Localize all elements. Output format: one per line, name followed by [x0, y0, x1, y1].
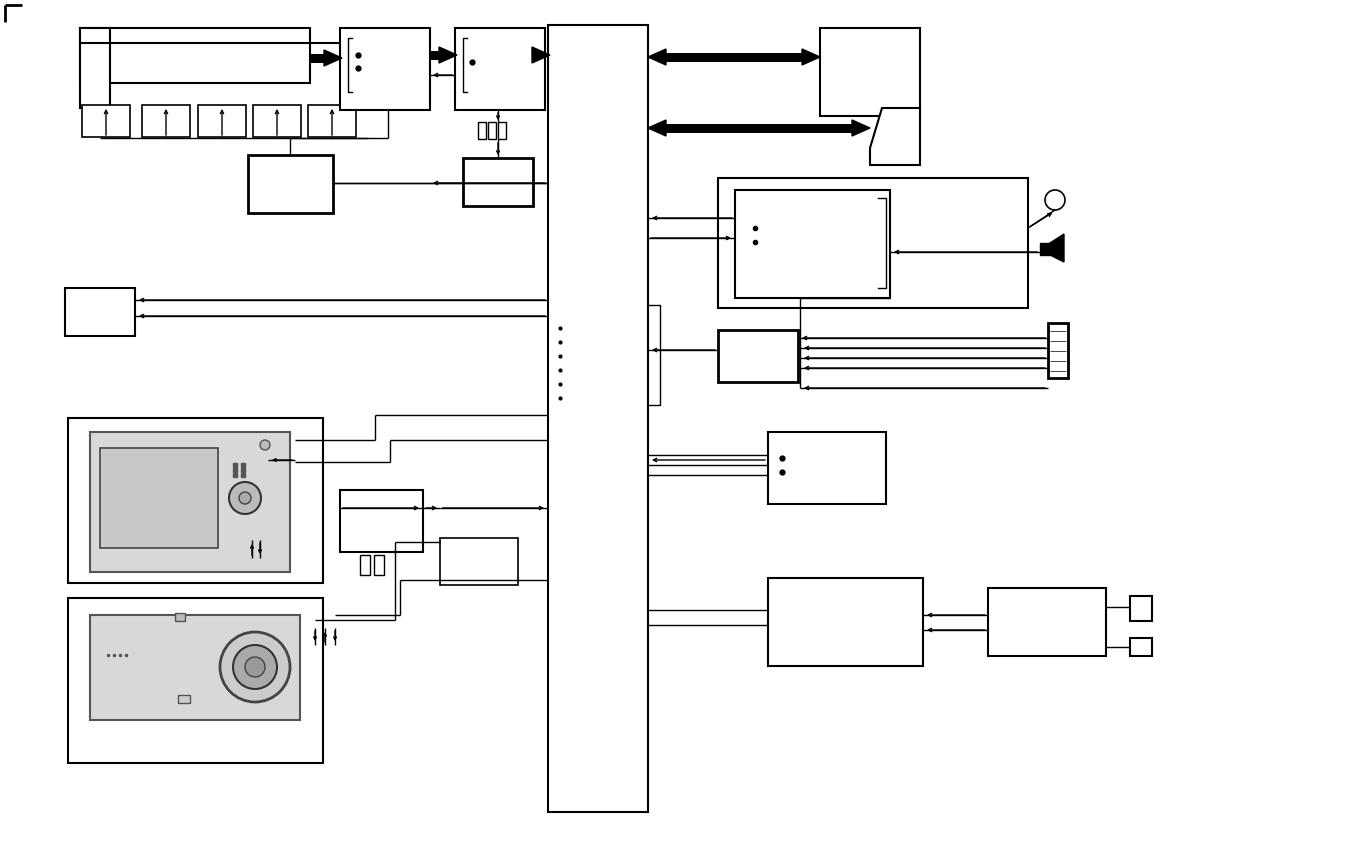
- Bar: [340, 28, 430, 110]
- Polygon shape: [803, 49, 820, 65]
- Bar: [90, 615, 300, 720]
- Circle shape: [220, 632, 289, 702]
- Polygon shape: [870, 108, 920, 165]
- Circle shape: [244, 657, 265, 677]
- Bar: [478, 122, 486, 139]
- Bar: [1040, 243, 1050, 255]
- Bar: [82, 105, 130, 137]
- Polygon shape: [1050, 234, 1063, 262]
- Bar: [340, 490, 423, 552]
- Bar: [718, 178, 1028, 308]
- Bar: [734, 190, 890, 298]
- Bar: [308, 105, 356, 137]
- Bar: [360, 555, 370, 575]
- Bar: [498, 122, 506, 139]
- Circle shape: [1046, 190, 1065, 210]
- Bar: [718, 330, 799, 382]
- Circle shape: [233, 645, 277, 689]
- Bar: [198, 105, 246, 137]
- Bar: [1048, 323, 1067, 378]
- Bar: [768, 578, 923, 666]
- Bar: [142, 105, 190, 137]
- Bar: [768, 432, 886, 504]
- Bar: [253, 105, 302, 137]
- Polygon shape: [852, 120, 870, 136]
- Bar: [455, 28, 545, 110]
- Bar: [463, 158, 532, 206]
- Polygon shape: [440, 47, 457, 63]
- Bar: [666, 123, 852, 133]
- Bar: [547, 25, 648, 812]
- Circle shape: [239, 492, 251, 504]
- Bar: [666, 52, 803, 62]
- Bar: [177, 695, 190, 703]
- Bar: [66, 288, 135, 336]
- Bar: [175, 613, 186, 621]
- Bar: [489, 122, 495, 139]
- Bar: [374, 555, 384, 575]
- Bar: [248, 155, 333, 213]
- Circle shape: [259, 440, 270, 450]
- Bar: [90, 432, 289, 572]
- Polygon shape: [532, 47, 550, 63]
- Bar: [1130, 596, 1152, 621]
- Bar: [430, 51, 440, 59]
- Bar: [988, 588, 1106, 656]
- Circle shape: [229, 482, 261, 514]
- Bar: [68, 598, 324, 763]
- Bar: [1130, 638, 1152, 656]
- Bar: [68, 418, 324, 583]
- Polygon shape: [648, 120, 666, 136]
- Bar: [310, 53, 324, 62]
- Bar: [81, 28, 310, 83]
- Bar: [81, 28, 111, 108]
- Polygon shape: [648, 49, 666, 65]
- Polygon shape: [324, 50, 343, 66]
- Bar: [820, 28, 920, 116]
- Bar: [440, 538, 517, 585]
- Bar: [100, 448, 218, 548]
